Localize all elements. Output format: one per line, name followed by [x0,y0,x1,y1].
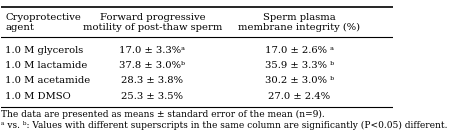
Text: ᵃ vs. ᵇ: Values with different superscripts in the same column are significantly: ᵃ vs. ᵇ: Values with different superscri… [1,121,448,130]
Text: Sperm plasma
membrane integrity (%): Sperm plasma membrane integrity (%) [238,13,360,32]
Text: 17.0 ± 3.3%ᵃ: 17.0 ± 3.3%ᵃ [119,46,185,55]
Text: 1.0 M lactamide: 1.0 M lactamide [5,61,88,70]
Text: 28.3 ± 3.8%: 28.3 ± 3.8% [121,76,183,85]
Text: 27.0 ± 2.4%: 27.0 ± 2.4% [268,92,330,101]
Text: Forward progressive
motility of post-thaw sperm: Forward progressive motility of post-tha… [82,13,222,32]
Text: 1.0 M glycerols: 1.0 M glycerols [5,46,83,55]
Text: Cryoprotective
agent: Cryoprotective agent [5,13,81,32]
Text: 37.8 ± 3.0%ᵇ: 37.8 ± 3.0%ᵇ [119,61,185,70]
Text: The data are presented as means ± standard error of the mean (n=9).: The data are presented as means ± standa… [1,110,325,119]
Text: 1.0 M DMSO: 1.0 M DMSO [5,92,71,101]
Text: 1.0 M acetamide: 1.0 M acetamide [5,76,91,85]
Text: 30.2 ± 3.0% ᵇ: 30.2 ± 3.0% ᵇ [265,76,334,85]
Text: 17.0 ± 2.6% ᵃ: 17.0 ± 2.6% ᵃ [265,46,334,55]
Text: 35.9 ± 3.3% ᵇ: 35.9 ± 3.3% ᵇ [265,61,334,70]
Text: 25.3 ± 3.5%: 25.3 ± 3.5% [121,92,183,101]
